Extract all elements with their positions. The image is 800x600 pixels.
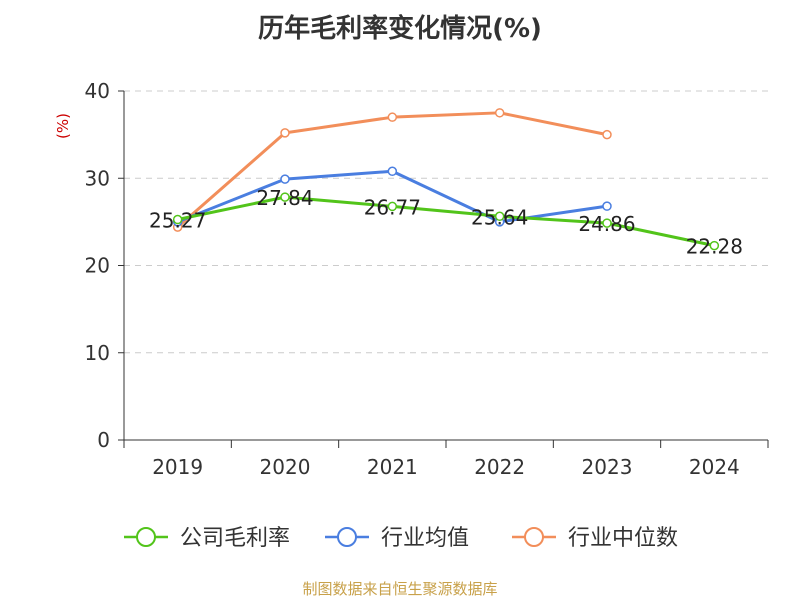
x-tick-label: 2024 [689, 455, 740, 479]
x-tick-label: 2019 [152, 455, 203, 479]
data-point [387, 201, 398, 212]
data-point [602, 129, 612, 140]
legend-marker-icon [136, 527, 156, 547]
legend-marker-icon [524, 527, 544, 547]
data-point [602, 201, 612, 211]
legend-label: 行业中位数 [568, 526, 678, 551]
chart-title: 历年毛利率变化情况(%) [258, 14, 542, 44]
y-axis-label: (%) [54, 113, 72, 139]
legend: 公司毛利率 行业均值 行业中位数 [124, 526, 678, 551]
data-point [494, 211, 505, 222]
data-label: 25.27 [149, 209, 206, 233]
data-point [172, 214, 183, 225]
data-label: 25.64 [471, 205, 528, 229]
legend-label: 公司毛利率 [180, 526, 290, 551]
data-point [280, 192, 290, 202]
series-lines [172, 108, 720, 251]
x-tick-label: 2023 [582, 455, 633, 479]
x-tick-label: 2020 [260, 455, 311, 479]
legend-item: 行业均值 [325, 526, 469, 551]
data-labels: 25.27 27.84 26.77 25.64 24.86 22.28 [149, 186, 743, 259]
y-tick-label: 30 [85, 166, 110, 190]
x-tick-label: 2022 [474, 455, 525, 479]
data-label: 24.86 [578, 212, 635, 236]
source-note: 制图数据来自恒生聚源数据库 [302, 580, 498, 598]
data-label: 22.28 [686, 235, 743, 259]
legend-label: 行业均值 [381, 526, 469, 551]
data-point [280, 128, 290, 138]
grid-lines [124, 90, 768, 354]
data-point [280, 174, 290, 184]
legend-item: 公司毛利率 [124, 526, 290, 551]
data-point [494, 108, 505, 118]
data-point [602, 218, 612, 228]
y-tick-label: 10 [85, 341, 110, 365]
axes: 0 10 20 30 40 2019 2020 2021 2022 2023 2024 (%) [54, 79, 769, 479]
y-tick-label: 0 [97, 428, 110, 452]
y-tick-label: 40 [85, 79, 110, 103]
legend-marker-icon [337, 527, 357, 547]
series-line-0 [177, 195, 715, 248]
data-point [387, 112, 398, 122]
data-label: 26.77 [364, 195, 421, 219]
data-point [709, 240, 720, 251]
data-label: 27.84 [256, 186, 313, 210]
y-tick-label: 20 [85, 254, 110, 278]
legend-item: 行业中位数 [512, 526, 678, 551]
x-tick-label: 2021 [367, 455, 418, 479]
data-point [387, 166, 398, 177]
